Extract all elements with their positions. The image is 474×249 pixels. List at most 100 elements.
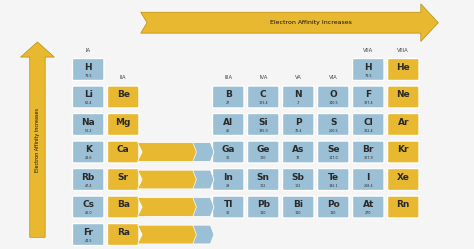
FancyBboxPatch shape	[283, 196, 314, 218]
Text: IA: IA	[86, 48, 91, 53]
Text: N: N	[294, 90, 302, 99]
Text: Fr: Fr	[83, 228, 93, 237]
Text: Ge: Ge	[256, 145, 270, 154]
Text: 52.2: 52.2	[84, 128, 92, 132]
Text: Al: Al	[223, 118, 233, 127]
FancyBboxPatch shape	[353, 59, 384, 80]
Text: 72.4: 72.4	[294, 128, 302, 132]
FancyBboxPatch shape	[108, 169, 139, 190]
Text: 302.4: 302.4	[364, 128, 373, 132]
FancyBboxPatch shape	[108, 224, 139, 246]
Text: 135.0: 135.0	[258, 128, 268, 132]
Text: Sb: Sb	[292, 173, 305, 182]
Text: 200.5: 200.5	[328, 128, 338, 132]
Polygon shape	[137, 198, 214, 216]
Text: 60.4: 60.4	[84, 101, 92, 105]
FancyBboxPatch shape	[247, 141, 279, 163]
Text: Cl: Cl	[364, 118, 373, 127]
Text: 327.9: 327.9	[364, 156, 373, 160]
FancyBboxPatch shape	[108, 196, 139, 218]
FancyBboxPatch shape	[318, 196, 349, 218]
Text: Ne: Ne	[396, 90, 410, 99]
Text: 30: 30	[226, 156, 230, 160]
FancyBboxPatch shape	[73, 86, 104, 108]
Text: VA: VA	[295, 75, 302, 80]
Text: Kr: Kr	[398, 145, 409, 154]
Text: Si: Si	[258, 118, 268, 127]
Text: 73.5: 73.5	[365, 73, 372, 77]
FancyBboxPatch shape	[318, 169, 349, 190]
Text: 46: 46	[226, 128, 230, 132]
Text: -7: -7	[297, 101, 300, 105]
FancyBboxPatch shape	[353, 86, 384, 108]
Text: K: K	[85, 145, 91, 154]
FancyBboxPatch shape	[318, 86, 349, 108]
Text: Sr: Sr	[118, 173, 129, 182]
Polygon shape	[141, 4, 438, 42]
Text: Xe: Xe	[397, 173, 410, 182]
FancyBboxPatch shape	[73, 114, 104, 135]
Text: Cs: Cs	[82, 200, 94, 209]
Text: P: P	[295, 118, 301, 127]
Text: Ba: Ba	[117, 200, 130, 209]
Polygon shape	[193, 225, 214, 244]
Text: I: I	[366, 173, 370, 182]
Text: 180: 180	[330, 211, 337, 215]
FancyBboxPatch shape	[283, 114, 314, 135]
Text: 78: 78	[296, 156, 301, 160]
Text: VIA: VIA	[329, 75, 337, 80]
FancyBboxPatch shape	[108, 86, 139, 108]
Polygon shape	[193, 198, 214, 216]
Polygon shape	[137, 143, 214, 161]
FancyBboxPatch shape	[388, 114, 419, 135]
Text: Bi: Bi	[293, 200, 303, 209]
Text: 27: 27	[226, 101, 230, 105]
FancyBboxPatch shape	[353, 114, 384, 135]
FancyBboxPatch shape	[73, 59, 104, 80]
Text: Se: Se	[327, 145, 339, 154]
FancyBboxPatch shape	[247, 86, 279, 108]
Text: Mg: Mg	[116, 118, 131, 127]
Text: 110: 110	[260, 211, 266, 215]
Text: 73.5: 73.5	[84, 73, 92, 77]
FancyBboxPatch shape	[388, 141, 419, 163]
Text: Rb: Rb	[82, 173, 95, 182]
Text: 192.1: 192.1	[328, 184, 338, 187]
Text: H: H	[84, 63, 92, 72]
Text: Tl: Tl	[224, 200, 233, 209]
Text: Electron Affinity Increases: Electron Affinity Increases	[35, 108, 40, 172]
FancyBboxPatch shape	[353, 196, 384, 218]
Text: Br: Br	[363, 145, 374, 154]
Text: He: He	[396, 63, 410, 72]
FancyBboxPatch shape	[73, 224, 104, 246]
Text: In: In	[223, 173, 233, 182]
Text: VIIA: VIIA	[363, 48, 374, 53]
Text: 268.4: 268.4	[364, 184, 373, 187]
Text: IVA: IVA	[259, 75, 267, 80]
FancyBboxPatch shape	[108, 141, 139, 163]
Text: Rn: Rn	[397, 200, 410, 209]
FancyBboxPatch shape	[108, 114, 139, 135]
Polygon shape	[193, 170, 214, 189]
Text: Ca: Ca	[117, 145, 129, 154]
Text: IIIA: IIIA	[224, 75, 232, 80]
Text: Ra: Ra	[117, 228, 130, 237]
FancyBboxPatch shape	[212, 114, 244, 135]
FancyBboxPatch shape	[247, 114, 279, 135]
Text: Sn: Sn	[257, 173, 270, 182]
FancyBboxPatch shape	[388, 169, 419, 190]
Text: 44.5: 44.5	[84, 239, 92, 243]
FancyBboxPatch shape	[283, 169, 314, 190]
Text: Te: Te	[328, 173, 339, 182]
FancyBboxPatch shape	[247, 196, 279, 218]
Text: 122: 122	[260, 184, 266, 187]
Polygon shape	[137, 225, 214, 244]
FancyBboxPatch shape	[283, 141, 314, 163]
Text: IIA: IIA	[120, 75, 127, 80]
Text: F: F	[365, 90, 371, 99]
Text: Na: Na	[82, 118, 95, 127]
Text: H: H	[365, 63, 372, 72]
Text: VIIIA: VIIIA	[397, 48, 409, 53]
Text: C: C	[260, 90, 266, 99]
Text: B: B	[225, 90, 232, 99]
